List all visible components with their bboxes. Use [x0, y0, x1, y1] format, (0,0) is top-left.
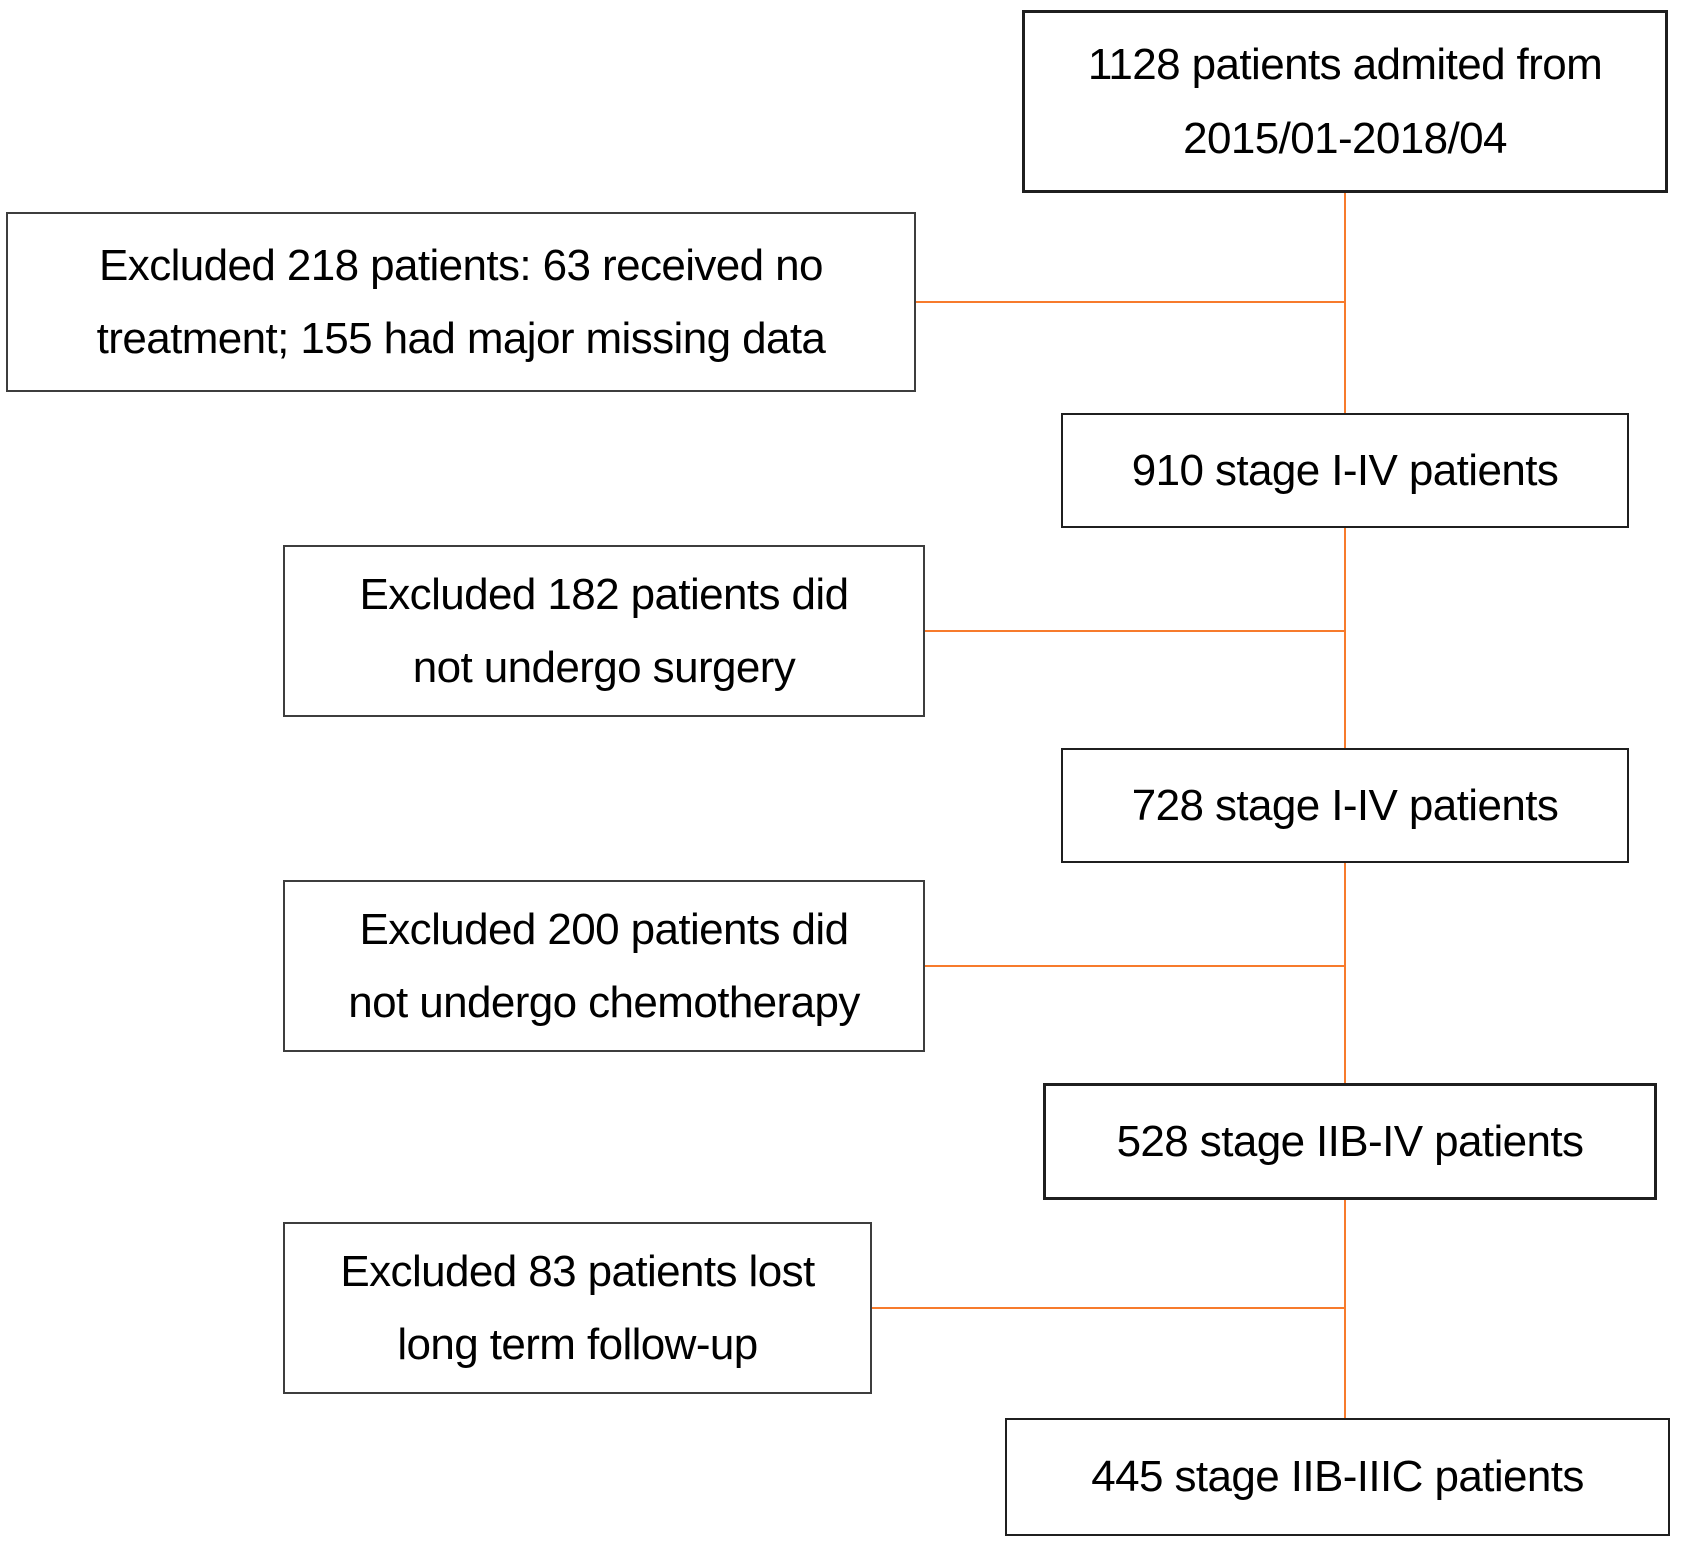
- exclusion-connector-1: [916, 301, 1346, 303]
- exclusion-connector-2: [925, 630, 1346, 632]
- exclusion-connector-4: [872, 1307, 1346, 1309]
- flow-box-stage-728: 728 stage I-IV patients: [1061, 748, 1629, 863]
- exclusion-connector-3: [925, 965, 1346, 967]
- flow-box-stage-528: 528 stage IIB-IV patients: [1043, 1083, 1657, 1200]
- flow-box-excluded-218: Excluded 218 patients: 63 received no tr…: [6, 212, 916, 392]
- flow-box-excluded-182: Excluded 182 patients did not undergo su…: [283, 545, 925, 717]
- flow-box-stage-910: 910 stage I-IV patients: [1061, 413, 1629, 528]
- flow-box-admitted-patients: 1128 patients admited from 2015/01-2018/…: [1022, 10, 1668, 193]
- flow-box-excluded-200: Excluded 200 patients did not undergo ch…: [283, 880, 925, 1052]
- flow-box-excluded-83: Excluded 83 patients lost long term foll…: [283, 1222, 872, 1394]
- flow-box-stage-445: 445 stage IIB-IIIC patients: [1005, 1418, 1670, 1536]
